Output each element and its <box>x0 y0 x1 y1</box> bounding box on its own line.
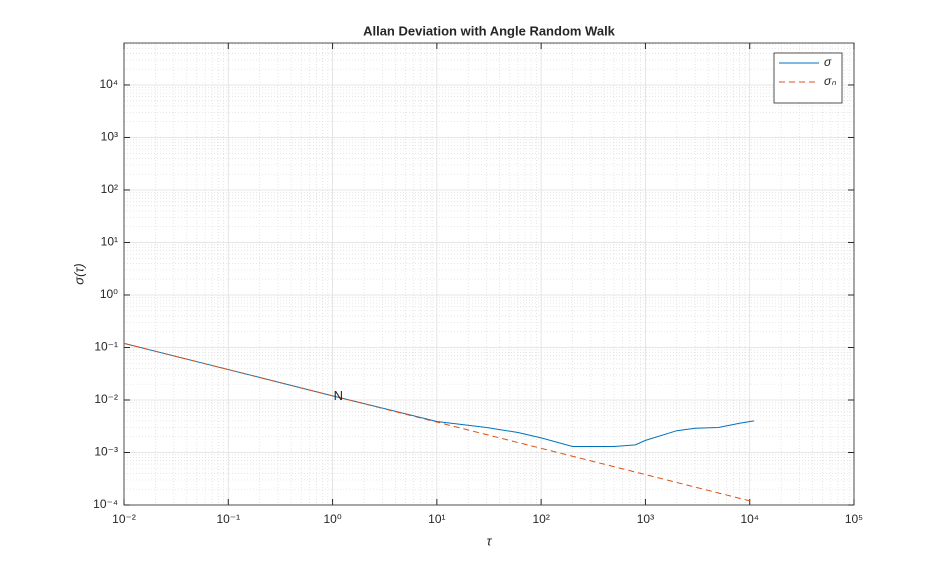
legend-label: σₙ <box>824 74 836 88</box>
y-tick-label: 10⁻³ <box>94 445 118 459</box>
x-tick-label: 10¹ <box>428 512 445 526</box>
chart-title: Allan Deviation with Angle Random Walk <box>363 23 616 38</box>
y-tick-label: 10² <box>101 182 118 196</box>
y-tick-label: 10³ <box>101 130 118 144</box>
series-line <box>123 342 753 503</box>
legend-label: σ <box>824 55 832 69</box>
y-tick-label: 10⁴ <box>99 77 118 91</box>
x-tick-label: 10² <box>532 512 549 526</box>
x-tick-label: 10⁻¹ <box>216 512 240 526</box>
series-line <box>123 342 755 448</box>
legend-box <box>773 52 843 104</box>
y-tick-label: 10⁻² <box>94 392 118 406</box>
y-tick-label: 10⁻⁴ <box>93 497 118 511</box>
x-tick-label: 10⁴ <box>740 512 759 526</box>
plot-area <box>124 43 854 505</box>
x-tick-label: 10⁰ <box>323 512 341 526</box>
x-tick-label: 10³ <box>637 512 654 526</box>
x-tick-label: 10⁵ <box>845 512 863 526</box>
y-tick-label: 10⁰ <box>100 287 118 301</box>
x-axis-label: τ <box>487 533 493 548</box>
y-tick-label: 10⁻¹ <box>94 340 118 354</box>
axes-box <box>123 42 855 506</box>
y-tick-label: 10¹ <box>101 235 118 249</box>
y-axis-label: σ(τ) <box>71 263 86 284</box>
x-tick-label: 10⁻² <box>112 512 136 526</box>
annotation: N <box>334 388 343 403</box>
